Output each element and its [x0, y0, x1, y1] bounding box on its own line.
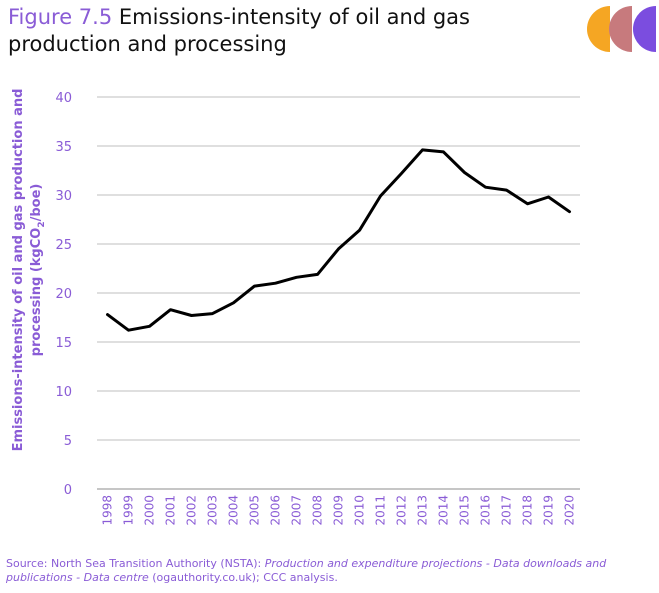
- x-tick-label: 2018: [521, 495, 535, 526]
- ccc-logo-icon: [587, 6, 656, 52]
- x-tick-label: 2009: [332, 495, 346, 526]
- x-tick-label: 2019: [542, 495, 556, 526]
- x-tick-label: 2010: [353, 495, 367, 526]
- x-tick-label: 2004: [227, 495, 241, 526]
- y-tick-label: 30: [55, 189, 72, 204]
- x-tick-label: 2005: [248, 495, 262, 526]
- y-tick-label: 35: [55, 140, 72, 155]
- y-tick-label: 5: [64, 434, 72, 449]
- x-tick-label: 2012: [395, 495, 409, 526]
- y-tick-labels: 0 5 10 15 20 25 30 35 40: [55, 91, 72, 498]
- x-tick-label: 2020: [563, 495, 577, 526]
- chart-title: Emissions-intensity of oil and gas produ…: [8, 5, 470, 56]
- x-tick-label: 1998: [101, 495, 115, 526]
- y-tick-label: 0: [64, 483, 72, 498]
- y-axis-label-subscript: 2: [37, 221, 47, 227]
- x-tick-label: 2000: [143, 495, 157, 526]
- y-axis-label: Emissions-intensity of oil and gas produ…: [11, 89, 47, 452]
- source-note: Source: North Sea Transition Authority (…: [6, 557, 656, 585]
- series-line: [106, 148, 571, 332]
- logo-purple-semicircle: [633, 6, 656, 52]
- x-tick-label: 2002: [185, 495, 199, 526]
- x-tick-label: 2015: [458, 495, 472, 526]
- x-tick-label: 2016: [479, 495, 493, 526]
- logo-orange-semicircle: [587, 6, 610, 52]
- source-suffix: (ogauthority.co.uk); CCC analysis.: [148, 571, 338, 584]
- y-tick-label: 40: [55, 91, 72, 106]
- x-tick-label: 2001: [164, 495, 178, 526]
- x-tick-label: 2006: [269, 495, 283, 526]
- logo-rose-semicircle: [609, 6, 632, 52]
- x-tick-label: 2011: [374, 495, 388, 526]
- gridlines: [97, 96, 580, 490]
- y-axis-label-unit: /boe): [29, 184, 44, 222]
- x-tick-label: 2013: [416, 495, 430, 526]
- y-axis-label-text: processing (kgCO: [29, 228, 44, 357]
- source-link-text: Production and expenditure projections -…: [6, 557, 607, 584]
- x-tick-labels: 1998 1999 2000 2001 2002 2003 2004 2005 2006 2007…: [101, 495, 577, 526]
- source-prefix: Source: North Sea Transition Authority (…: [6, 557, 265, 570]
- x-tick-label: 2008: [311, 495, 325, 526]
- x-tick-label: 1999: [122, 495, 136, 526]
- figure-number: Figure 7.5: [8, 5, 113, 29]
- y-tick-label: 15: [55, 336, 72, 351]
- y-tick-label: 10: [55, 385, 72, 400]
- page-title: Figure 7.5 Emissions-intensity of oil an…: [8, 4, 548, 58]
- y-axis-label-line2: processing (kgCO2/boe): [29, 184, 47, 357]
- x-tick-label: 2014: [437, 495, 451, 526]
- y-axis-label-line1: Emissions-intensity of oil and gas produ…: [11, 89, 26, 452]
- y-tick-label: 25: [55, 238, 72, 253]
- y-tick-label: 20: [55, 287, 72, 302]
- x-tick-label: 2017: [500, 495, 514, 526]
- x-tick-label: 2007: [290, 495, 304, 526]
- emissions-line-chart: Emissions-intensity of oil and gas produ…: [11, 89, 580, 526]
- x-tick-label: 2003: [206, 495, 220, 526]
